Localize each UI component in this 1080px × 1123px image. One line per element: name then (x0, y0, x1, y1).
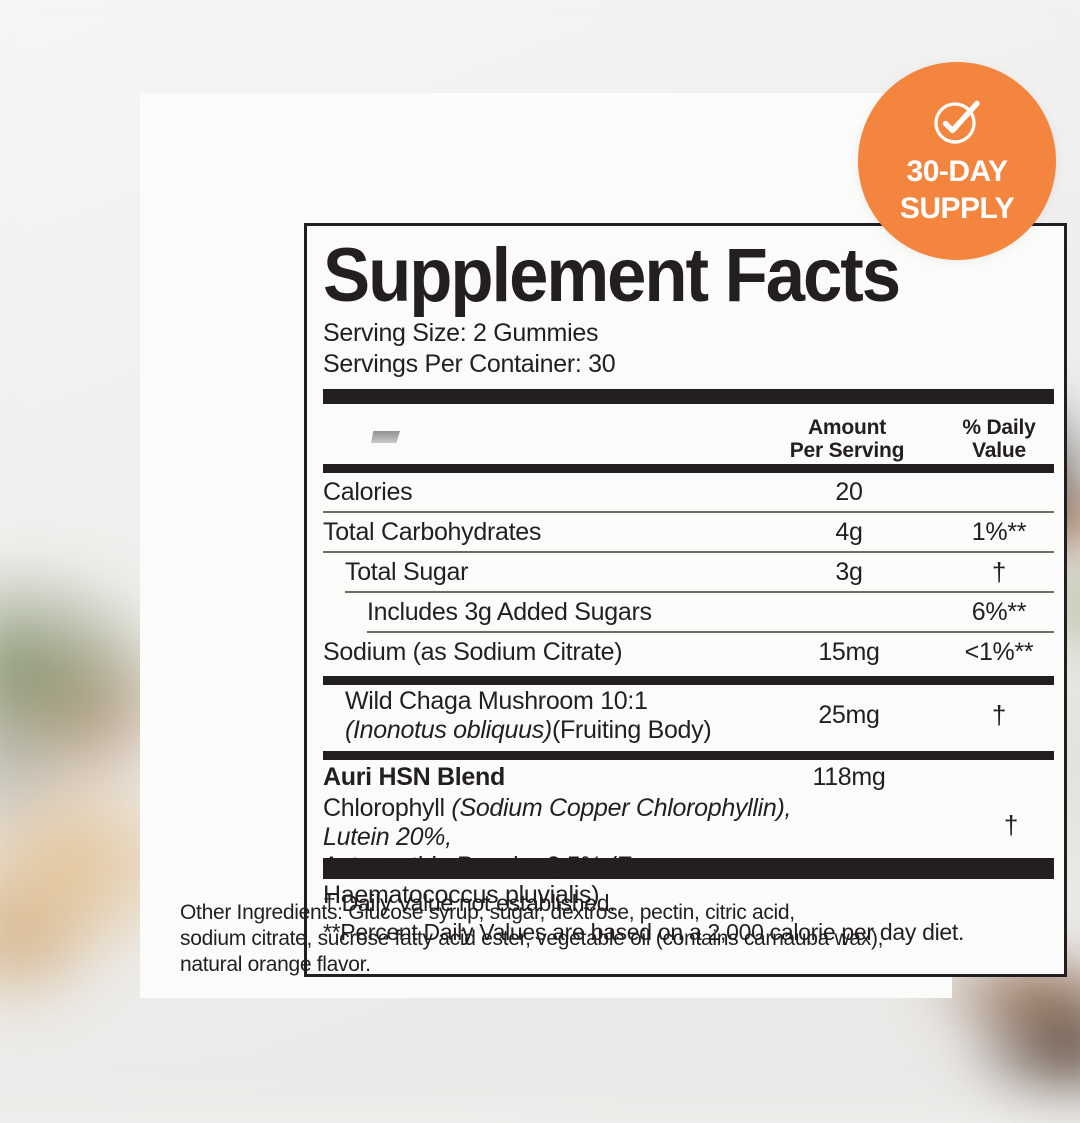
botanical-name: Wild Chaga Mushroom 10:1 (Inonotus obliq… (323, 687, 754, 745)
nutrient-amount: 15mg (818, 637, 880, 666)
blend-header-row: Auri HSN Blend 118mg (323, 760, 1054, 794)
footnote-percent-dv: **Percent Daily Values are based on a 2,… (323, 919, 965, 945)
blend-name: Auri HSN Blend (323, 762, 505, 791)
header-bottom-bar (323, 464, 1054, 473)
nutrient-name: Sodium (as Sodium Citrate) (323, 637, 623, 666)
supply-badge[interactable]: 30-DAY SUPPLY (858, 62, 1056, 260)
table-row: Includes 3g Added Sugars 6%** (323, 593, 1054, 631)
check-circle-icon (934, 100, 980, 144)
blend-ing-italic: (Sodium Copper Chlorophyllin), Lutein 20… (323, 794, 792, 851)
table-row: Total Carbohydrates 4g 1%** (323, 513, 1054, 551)
nutrient-amount: 20 (835, 477, 863, 506)
blend-ingredients-row: Chlorophyll (Sodium Copper Chlorophyllin… (323, 794, 1054, 909)
table-row: Sodium (as Sodium Citrate) 15mg <1%** (323, 633, 1054, 671)
amount-header-line2: Per Serving (789, 439, 905, 462)
section-divider-bar (323, 676, 1054, 685)
other-ingredients-text: Other Ingredients: Glucose syrup, sugar,… (180, 900, 920, 978)
footnote-top-bar (323, 858, 1054, 879)
botanical-latin-name: (Inonotus obliquus) (345, 715, 552, 744)
header-top-bar (323, 389, 1054, 404)
row-divider (367, 631, 1054, 633)
nutrient-amount: 3g (835, 557, 863, 586)
column-headers: Amount Per Serving % Daily Value (323, 404, 1054, 464)
table-row: Total Sugar 3g † (323, 553, 1054, 591)
dv-header-line2: Value (972, 439, 1026, 462)
botanical-daily-value: † (991, 700, 1007, 730)
row-divider (323, 511, 1054, 513)
dv-header-line1: % Daily (962, 416, 1036, 439)
header-smudge-artifact (371, 431, 400, 443)
supplement-facts-box: Supplement Facts Serving Size: 2 Gummies… (304, 223, 1067, 977)
other-ingredients-line2: sodium citrate, sucrose fatty acid ester… (180, 927, 884, 950)
table-row: Calories 20 (323, 473, 1054, 511)
footnote-dagger: † Daily Value not established. (323, 890, 616, 916)
botanical-amount: 25mg (818, 701, 880, 729)
nutrient-name: Total Carbohydrates (323, 517, 542, 546)
badge-line-2: SUPPLY (899, 192, 1015, 225)
page-title: Supplement Facts (323, 233, 901, 318)
blend-ingredients: Chlorophyll (Sodium Copper Chlorophyllin… (323, 794, 819, 910)
botanical-part: (Fruiting Body) (551, 715, 712, 744)
nutrient-daily-value: <1%** (964, 637, 1034, 666)
botanical-line1: Wild Chaga Mushroom 10:1 (345, 686, 648, 715)
row-divider (323, 551, 1054, 553)
botanical-line2: (Inonotus obliquus)(Fruiting Body) (345, 716, 754, 745)
blend-daily-value: † (1003, 810, 1019, 840)
amount-header-line1: Amount (807, 416, 887, 439)
blend-amount: 118mg (812, 762, 886, 791)
nutrient-name: Includes 3g Added Sugars (367, 597, 652, 626)
nutrient-amount: 4g (835, 517, 863, 546)
table-row: Wild Chaga Mushroom 10:1 (Inonotus obliq… (323, 685, 1054, 746)
serving-size-text: Serving Size: 2 Gummies (323, 319, 599, 347)
blend-divider-bar (323, 751, 1054, 760)
nutrient-name: Total Sugar (345, 557, 469, 586)
row-divider (345, 591, 1054, 593)
nutrient-daily-value: 1%** (971, 517, 1027, 546)
other-ingredients-line3: natural orange flavor. (180, 953, 371, 976)
amount-per-serving-header: Amount Per Serving (754, 416, 940, 462)
blend-ingredients-line2: Astaxanthin Powder 2.5% (From Haematococ… (323, 852, 675, 909)
badge-line-1: 30-DAY (906, 155, 1008, 188)
other-ingredients-line1: Other Ingredients: Glucose syrup, sugar,… (180, 901, 795, 924)
blend-ingredients-line1: Chlorophyll (Sodium Copper Chlorophyllin… (323, 794, 819, 852)
supplement-label-card: Supplement Facts Serving Size: 2 Gummies… (140, 93, 1067, 998)
nutrient-name: Calories (323, 477, 413, 506)
servings-per-container-text: Servings Per Container: 30 (323, 350, 616, 378)
nutrient-daily-value: † (991, 556, 1007, 587)
daily-value-header: % Daily Value (944, 416, 1054, 462)
blend-ing-plain: Chlorophyll (323, 794, 452, 822)
nutrient-daily-value: 6%** (971, 597, 1027, 626)
